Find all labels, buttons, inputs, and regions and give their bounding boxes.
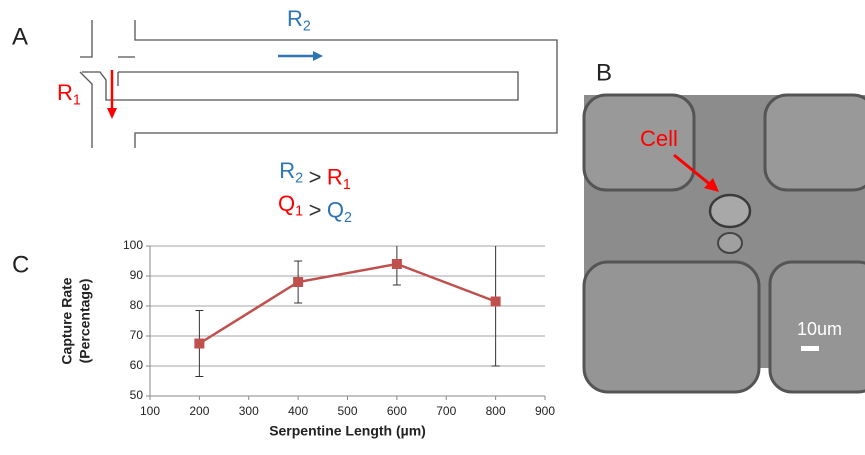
y-tick-label: 50 — [130, 388, 144, 402]
channel-edge — [763, 93, 865, 192]
panel-label: A — [12, 23, 28, 50]
data-line — [198, 262, 497, 345]
symbol: R — [287, 6, 303, 31]
y-axis-label: (Percentage) — [77, 279, 93, 364]
y-tick-label: 70 — [130, 328, 144, 342]
x-tick-label: 100 — [140, 404, 160, 418]
symbol: > — [309, 197, 322, 222]
symbol: R — [327, 164, 343, 189]
x-tick-label: 700 — [436, 404, 456, 418]
subscript: 2 — [295, 170, 303, 186]
formula: R1 — [57, 80, 81, 109]
x-axis-label: Serpentine Length (µm) — [269, 423, 426, 439]
y-tick-label: 100 — [123, 238, 143, 252]
x-tick-label: 900 — [535, 404, 555, 418]
cell-arrow — [673, 153, 713, 188]
data-point — [391, 259, 402, 269]
cell-label: Cell — [640, 126, 678, 151]
formula: Q1 > Q2 — [278, 191, 352, 226]
channel-diagram — [79, 20, 558, 148]
data-point — [490, 296, 501, 307]
subscript: 2 — [303, 18, 311, 34]
flow-arrowhead — [107, 108, 117, 119]
subscript: 1 — [295, 203, 303, 219]
subscript: 1 — [73, 92, 81, 108]
formula: R2 — [287, 6, 311, 35]
subscript: 2 — [344, 210, 352, 226]
channel-wall — [79, 71, 93, 148]
y-tick-label: 90 — [130, 268, 144, 282]
symbol: R — [279, 158, 295, 183]
y-tick-label: 60 — [130, 358, 144, 372]
cell-fragment — [717, 232, 743, 254]
x-tick-label: 400 — [288, 404, 308, 418]
subscript: 1 — [343, 177, 351, 193]
cell — [708, 193, 752, 229]
panel-label: B — [596, 59, 612, 86]
scale-label: 10um — [797, 319, 842, 339]
panel-label: C — [12, 251, 29, 278]
symbol: Q — [327, 197, 344, 222]
channel-wall — [80, 20, 93, 58]
channel-edge — [768, 260, 865, 394]
cell-arrowhead — [704, 178, 719, 192]
plot-clip — [195, 246, 500, 377]
channel-wall — [134, 20, 558, 148]
flow-arrowhead — [313, 51, 323, 61]
scale-bar — [801, 346, 819, 351]
y-axis-label: Capture Rate — [59, 277, 75, 364]
y-tick-label: 80 — [130, 298, 144, 312]
symbol: > — [309, 164, 322, 189]
symbol: R — [57, 80, 73, 105]
x-tick-label: 200 — [189, 404, 209, 418]
channel-wall — [82, 71, 519, 101]
formula: R2 > R1 — [279, 158, 351, 193]
micrograph: Cell 10um — [582, 93, 865, 394]
x-tick-label: 500 — [337, 404, 357, 418]
channel-edge — [582, 260, 761, 394]
x-tick-label: 300 — [239, 404, 259, 418]
data-point — [194, 338, 205, 349]
x-tick-label: 800 — [486, 404, 506, 418]
data-point — [293, 277, 304, 287]
x-tick-label: 600 — [387, 404, 407, 418]
channel-edge — [582, 93, 696, 192]
symbol: Q — [278, 191, 295, 216]
